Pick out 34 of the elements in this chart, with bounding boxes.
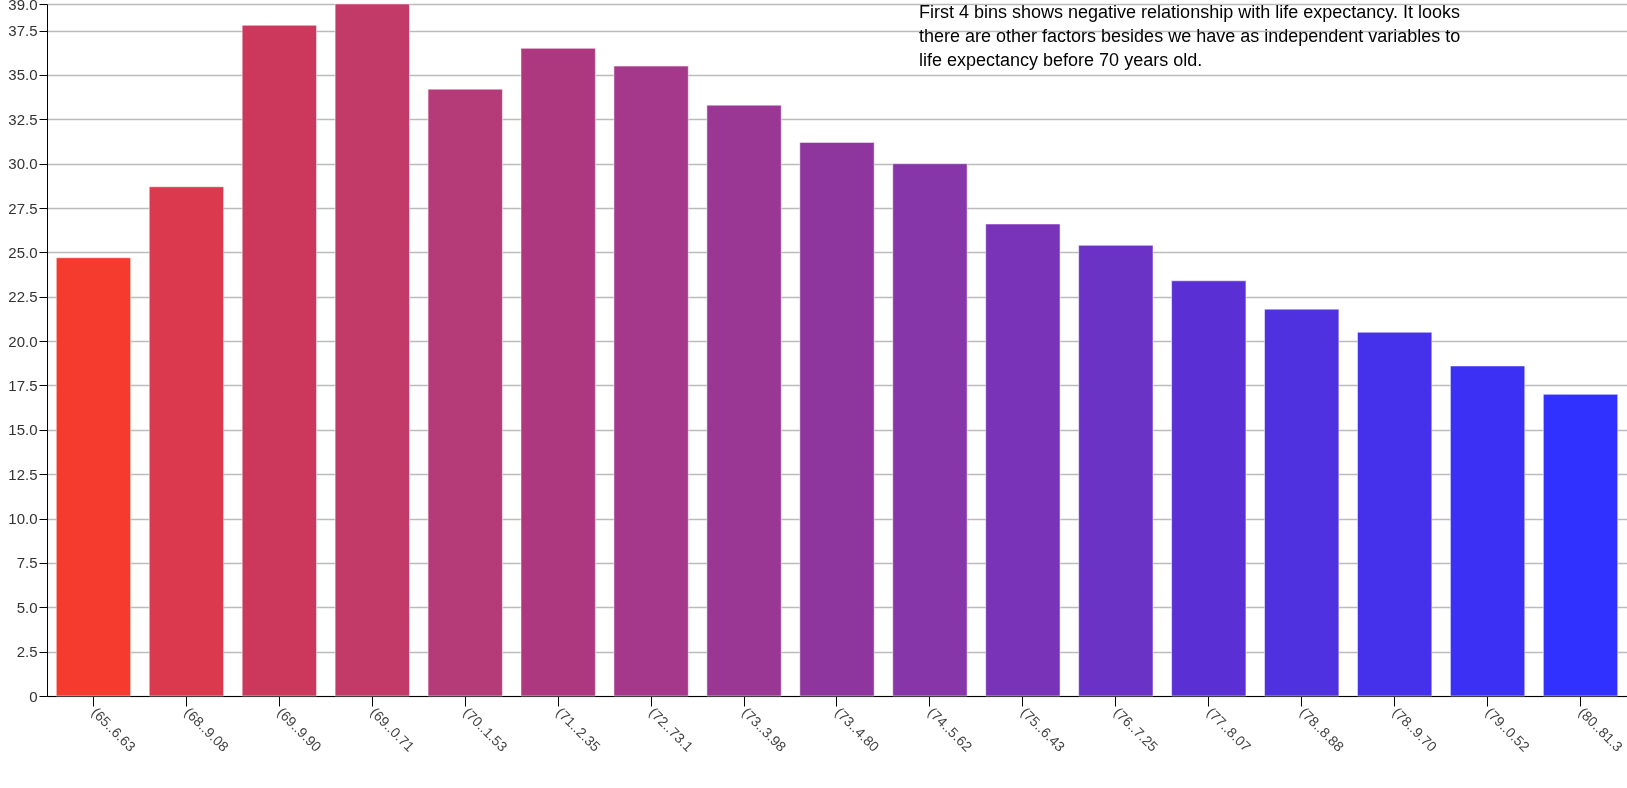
y-tick-label: 5.0: [16, 598, 38, 616]
bar: [613, 65, 689, 697]
bar: [148, 186, 225, 697]
bar: [892, 163, 968, 697]
y-tick-label: 2.5: [16, 643, 38, 661]
y-tick-label: 35.0: [8, 66, 38, 84]
bar: [706, 104, 782, 697]
y-tick-label: 27.5: [8, 199, 38, 217]
y-tick-label: 25.0: [8, 243, 38, 261]
y-tick-label: 22.5: [8, 288, 38, 306]
bar: [55, 257, 132, 697]
bar: [241, 24, 318, 697]
bar: [1356, 331, 1433, 697]
bar: [1542, 393, 1619, 697]
y-tick-label: 17.5: [8, 376, 38, 394]
y-tick-label: 12.5: [8, 465, 38, 483]
y-tick-label: 10.0: [8, 510, 38, 528]
y-tick-label: 32.5: [8, 110, 38, 128]
y-tick-label: 0: [29, 687, 38, 705]
bar: [799, 141, 875, 697]
bar: [520, 47, 596, 697]
bar: [985, 223, 1061, 697]
bar: [334, 3, 410, 697]
y-tick-label: 30.0: [8, 155, 38, 173]
bar: [427, 88, 503, 697]
bar: [1449, 365, 1526, 697]
bar: [1171, 280, 1247, 697]
y-tick-label: 20.0: [8, 332, 38, 350]
y-tick-label: 7.5: [16, 554, 38, 572]
annotation: First 4 bins shows negative relationship with life expectancy. It looks there are other factors besides we have as independent variables to life expectancy before 70 years old.: [919, 2, 1461, 70]
bar: [1264, 308, 1340, 697]
bar: [1078, 244, 1154, 697]
y-tick-label: 37.5: [8, 22, 38, 40]
y-tick-label: 15.0: [8, 421, 38, 439]
